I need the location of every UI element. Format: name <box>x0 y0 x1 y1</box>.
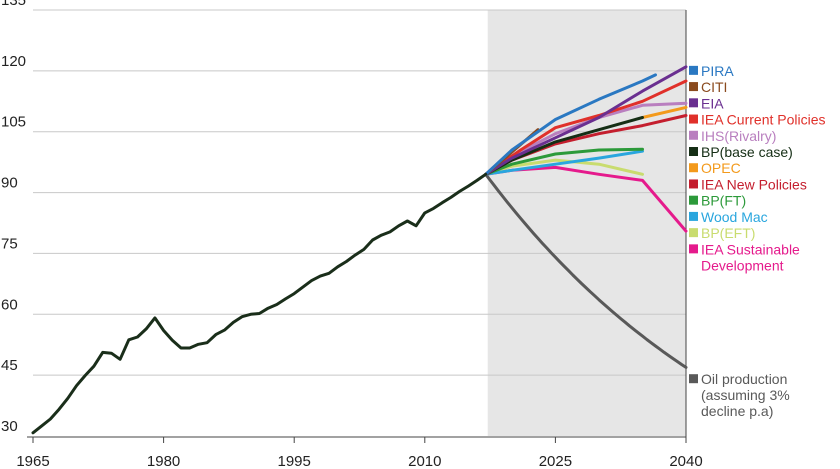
x-axis-ticks: 1965 1980 1995 2010 2025 2040 <box>16 437 703 469</box>
legend-swatch <box>689 82 698 92</box>
projection-shading <box>487 10 686 436</box>
x-tick-label: 1965 <box>16 453 49 469</box>
legend-label: Oil production <box>701 371 787 387</box>
legend-swatch <box>689 211 698 221</box>
legend-label: Development <box>701 257 784 273</box>
history-line <box>31 172 488 435</box>
legend-label: (assuming 3% <box>701 387 790 403</box>
series-line <box>484 73 657 176</box>
x-tick-label: 1995 <box>278 453 311 469</box>
series-line <box>641 105 688 119</box>
legend-swatch <box>689 130 698 140</box>
legend-swatch <box>689 147 698 156</box>
legend-swatch <box>689 244 698 254</box>
legend-swatch <box>689 98 698 108</box>
x-tick-label: 2025 <box>539 453 572 469</box>
legend-swatch <box>689 114 698 124</box>
legend-swatch <box>689 195 698 205</box>
y-tick-label: 90 <box>1 175 18 192</box>
y-axis-ticks: 30 45 60 75 90 105 120 135 <box>1 0 26 435</box>
series-line <box>484 149 644 176</box>
legend-label: IEA New Policies <box>701 176 807 192</box>
x-tick-label: 2010 <box>408 453 441 469</box>
y-tick-label: 135 <box>1 0 26 9</box>
legend-swatch <box>689 163 698 173</box>
legend-swatch <box>689 228 698 238</box>
legend-label: IHS(Rivalry) <box>701 128 776 144</box>
legend-label: BP(FT) <box>701 193 746 209</box>
x-tick-label: 1980 <box>147 453 180 469</box>
series-line <box>484 79 688 176</box>
y-tick-label: 105 <box>1 114 26 131</box>
legend-label: IEA Current Policies <box>701 112 826 128</box>
series-line <box>484 147 644 176</box>
series-lines <box>31 65 688 435</box>
legend-label: Wood Mac <box>701 209 768 225</box>
legend-label: IEA Sustainable <box>701 241 800 257</box>
legend-label: CITI <box>701 79 727 95</box>
legend-swatch <box>689 374 698 384</box>
legend-label: BP(EFT) <box>701 225 755 241</box>
series-line <box>484 172 688 369</box>
y-tick-label: 75 <box>1 235 18 252</box>
y-tick-label: 120 <box>1 53 26 70</box>
y-tick-label: 30 <box>1 418 18 435</box>
legend-label: BP(base case) <box>701 144 793 160</box>
legend-swatch <box>689 65 698 75</box>
legend-label: OPEC <box>701 160 741 176</box>
legend-label: PIRA <box>701 63 734 79</box>
series-line <box>484 65 688 176</box>
legend-swatch <box>689 179 698 189</box>
legend-label: EIA <box>701 95 724 111</box>
x-tick-label: 2040 <box>669 453 702 469</box>
y-tick-label: 60 <box>1 296 18 313</box>
legend-label: decline p.a) <box>701 403 773 419</box>
y-tick-label: 45 <box>1 357 18 374</box>
